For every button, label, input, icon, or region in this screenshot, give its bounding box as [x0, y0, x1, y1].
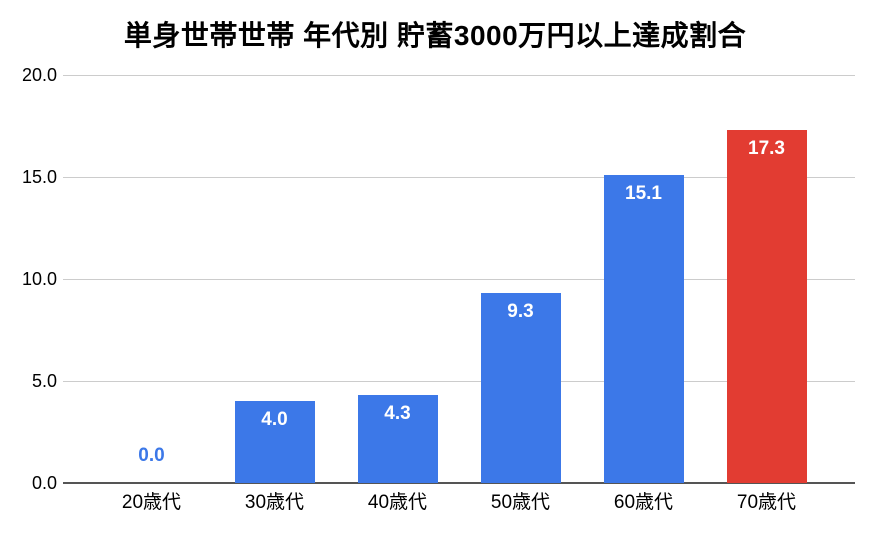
y-axis-tick-label: 20.0 — [21, 65, 57, 85]
bar-value-label: 4.0 — [261, 409, 288, 431]
x-axis-tick-label: 50歳代 — [490, 492, 551, 513]
y-axis-tick-label: 0.0 — [31, 473, 57, 493]
bar — [357, 395, 438, 483]
x-axis-tick-label: 60歳代 — [613, 492, 674, 513]
bar — [603, 174, 684, 483]
chart-title: 単身世帯世帯 年代別 貯蓄3000万円以上達成割合 — [123, 20, 747, 51]
gridline — [63, 381, 855, 382]
bar-value-label: 4.3 — [384, 403, 411, 425]
y-axis-tick-label: 5.0 — [31, 371, 57, 391]
x-axis-line — [63, 482, 855, 484]
y-axis-tick-label: 10.0 — [21, 269, 57, 289]
bar-value-label: 15.1 — [625, 182, 662, 204]
bar — [480, 293, 561, 483]
x-axis-tick-label: 20歳代 — [121, 492, 182, 513]
x-axis-tick-label: 70歳代 — [736, 492, 797, 513]
x-axis-tick-label: 30歳代 — [244, 492, 305, 513]
bar — [234, 401, 315, 483]
bar — [726, 130, 807, 483]
gridline — [63, 75, 855, 76]
bar-value-label: 17.3 — [748, 138, 785, 160]
y-axis-tick-label: 15.0 — [21, 167, 57, 187]
bar-value-label: 0.0 — [138, 445, 165, 466]
bar-value-label: 9.3 — [507, 301, 534, 323]
gridline — [63, 177, 855, 178]
x-axis-tick-label: 40歳代 — [367, 492, 428, 513]
gridline — [63, 279, 855, 280]
